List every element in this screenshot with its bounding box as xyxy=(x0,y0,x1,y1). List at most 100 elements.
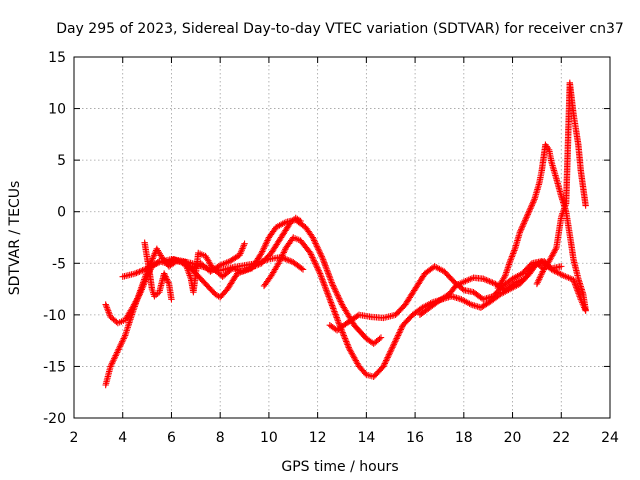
data-point xyxy=(103,302,110,310)
data-point xyxy=(527,205,534,212)
data-point xyxy=(311,238,319,246)
data-point xyxy=(317,251,325,259)
data-point xyxy=(309,254,316,261)
data-point xyxy=(392,336,400,344)
data-point xyxy=(518,224,526,232)
data-point xyxy=(339,329,346,336)
data-point xyxy=(322,262,329,269)
data-point xyxy=(323,265,330,272)
data-point xyxy=(506,258,514,265)
data-point xyxy=(160,270,168,277)
data-point xyxy=(507,256,514,263)
x-tick-label: 4 xyxy=(118,430,127,446)
data-point xyxy=(323,288,331,296)
data-point xyxy=(336,295,343,302)
data-point xyxy=(139,267,146,274)
data-point xyxy=(380,361,388,369)
data-point xyxy=(484,277,492,284)
data-point xyxy=(163,276,171,283)
data-point xyxy=(558,271,566,279)
data-point xyxy=(570,278,578,285)
data-point xyxy=(534,279,541,286)
data-point xyxy=(508,253,516,260)
data-point xyxy=(276,258,283,265)
data-point xyxy=(153,260,160,268)
data-point xyxy=(526,206,534,214)
data-point xyxy=(164,277,171,285)
data-point xyxy=(317,250,324,257)
data-point xyxy=(389,342,397,349)
data-point xyxy=(280,249,287,256)
data-point xyxy=(258,249,265,257)
data-point xyxy=(318,253,326,260)
data-point xyxy=(116,344,123,352)
data-point xyxy=(334,315,341,323)
data-point xyxy=(328,300,335,308)
data-point xyxy=(116,343,124,350)
data-point xyxy=(315,247,323,254)
data-point xyxy=(383,355,391,363)
data-point xyxy=(381,360,389,367)
series-track-5 xyxy=(182,216,385,347)
data-point xyxy=(131,270,139,277)
data-point xyxy=(264,237,271,244)
data-point xyxy=(523,214,530,221)
data-point xyxy=(134,269,142,276)
data-point xyxy=(107,363,114,370)
data-point xyxy=(105,309,112,316)
data-point xyxy=(103,304,111,311)
data-point xyxy=(572,282,579,290)
data-point xyxy=(330,306,338,314)
data-point xyxy=(325,293,332,300)
data-point xyxy=(533,280,541,288)
data-point xyxy=(341,333,348,341)
data-point xyxy=(574,287,581,294)
data-point xyxy=(385,351,393,358)
data-point xyxy=(571,281,579,288)
grid xyxy=(74,57,610,418)
data-point xyxy=(261,243,268,250)
data-point xyxy=(509,250,517,257)
data-point xyxy=(309,234,316,241)
data-point xyxy=(162,273,169,280)
data-point xyxy=(106,310,113,318)
data-point xyxy=(388,345,395,352)
data-point xyxy=(136,268,143,275)
data-point xyxy=(529,200,536,208)
data-point xyxy=(573,284,580,291)
data-point xyxy=(115,346,122,353)
data-point xyxy=(311,258,318,266)
data-point xyxy=(391,339,398,347)
y-tick-label: 10 xyxy=(48,102,66,118)
data-point xyxy=(525,208,533,215)
x-tick-label: 16 xyxy=(406,430,424,446)
data-point xyxy=(341,335,349,342)
data-point xyxy=(345,344,352,351)
data-point xyxy=(102,301,109,308)
data-point xyxy=(327,276,334,283)
data-point xyxy=(459,285,466,293)
data-point xyxy=(329,282,337,289)
data-point xyxy=(262,240,270,247)
data-point xyxy=(108,361,115,369)
data-point xyxy=(324,291,332,299)
data-point xyxy=(326,294,333,302)
data-point xyxy=(394,332,402,339)
data-point xyxy=(121,333,128,341)
data-point xyxy=(324,268,331,275)
data-point xyxy=(151,261,158,268)
data-point xyxy=(335,293,342,301)
data-point xyxy=(308,252,315,260)
data-point xyxy=(575,291,583,299)
data-point xyxy=(259,248,266,255)
data-point xyxy=(509,251,516,259)
x-tick-label: 22 xyxy=(552,430,570,446)
data-point xyxy=(487,278,495,286)
y-tick-label: -5 xyxy=(52,256,66,272)
data-point xyxy=(320,279,327,286)
data-point xyxy=(117,341,124,348)
data-point xyxy=(313,263,320,270)
data-point xyxy=(516,229,524,236)
